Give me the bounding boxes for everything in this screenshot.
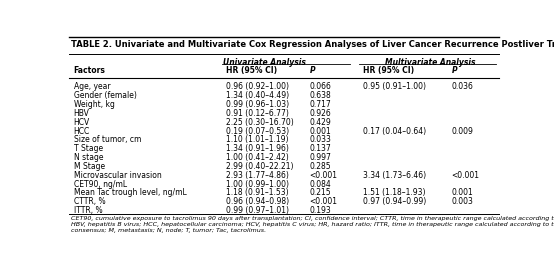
Text: CET90, ng/mL: CET90, ng/mL xyxy=(74,180,127,189)
Text: 0.066: 0.066 xyxy=(310,83,331,91)
Text: P: P xyxy=(310,66,315,75)
Text: 0.036: 0.036 xyxy=(452,83,473,91)
Text: 1.34 (0.91–1.96): 1.34 (0.91–1.96) xyxy=(226,144,289,153)
Text: <0.001: <0.001 xyxy=(452,171,479,180)
Text: 0.638: 0.638 xyxy=(310,91,331,100)
Text: 0.997: 0.997 xyxy=(310,153,331,162)
Text: 0.99 (0.97–1.01): 0.99 (0.97–1.01) xyxy=(226,206,289,215)
Text: Multivariate Analysis: Multivariate Analysis xyxy=(384,58,475,67)
Text: 0.001: 0.001 xyxy=(452,189,473,198)
Text: 2.99 (0.40–22.21): 2.99 (0.40–22.21) xyxy=(226,162,294,171)
Text: Factors: Factors xyxy=(74,66,105,75)
Text: P: P xyxy=(452,66,457,75)
Text: 0.137: 0.137 xyxy=(310,144,331,153)
Text: 1.00 (0.41–2.42): 1.00 (0.41–2.42) xyxy=(226,153,289,162)
Text: M Stage: M Stage xyxy=(74,162,105,171)
Text: Weight, kg: Weight, kg xyxy=(74,100,115,109)
Text: 0.084: 0.084 xyxy=(310,180,331,189)
Text: 0.193: 0.193 xyxy=(310,206,331,215)
Text: 0.001: 0.001 xyxy=(310,127,331,136)
Text: 0.926: 0.926 xyxy=(310,109,331,118)
Text: 1.51 (1.18–1.93): 1.51 (1.18–1.93) xyxy=(363,189,426,198)
Text: 0.91 (0.12–6.77): 0.91 (0.12–6.77) xyxy=(226,109,289,118)
Text: 0.717: 0.717 xyxy=(310,100,331,109)
Text: N stage: N stage xyxy=(74,153,103,162)
Text: Univariate Analysis: Univariate Analysis xyxy=(223,58,306,67)
Text: 0.009: 0.009 xyxy=(452,127,473,136)
Text: 0.97 (0.94–0.99): 0.97 (0.94–0.99) xyxy=(363,197,427,206)
Text: 2.25 (0.30–16.70): 2.25 (0.30–16.70) xyxy=(226,118,294,127)
Text: CET90, cumulative exposure to tacrolimus 90 days after transplantation; CI, conf: CET90, cumulative exposure to tacrolimus… xyxy=(71,216,554,233)
Text: Size of tumor, cm: Size of tumor, cm xyxy=(74,135,141,144)
Text: 1.18 (0.91–1.53): 1.18 (0.91–1.53) xyxy=(226,189,289,198)
Text: 2.93 (1.77–4.86): 2.93 (1.77–4.86) xyxy=(226,171,289,180)
Text: 1.00 (0.99–1.00): 1.00 (0.99–1.00) xyxy=(226,180,289,189)
Text: 0.003: 0.003 xyxy=(452,197,473,206)
Text: HR (95% CI): HR (95% CI) xyxy=(226,66,277,75)
Text: TABLE 2. Univariate and Multivariate Cox Regression Analyses of Liver Cancer Rec: TABLE 2. Univariate and Multivariate Cox… xyxy=(71,40,554,49)
Text: CTTR, %: CTTR, % xyxy=(74,197,105,206)
Text: 0.17 (0.04–0.64): 0.17 (0.04–0.64) xyxy=(363,127,427,136)
Text: HCV: HCV xyxy=(74,118,90,127)
Text: 3.34 (1.73–6.46): 3.34 (1.73–6.46) xyxy=(363,171,427,180)
Text: HCC: HCC xyxy=(74,127,90,136)
Text: <0.001: <0.001 xyxy=(310,197,338,206)
Text: 0.285: 0.285 xyxy=(310,162,331,171)
Text: 0.99 (0.96–1.03): 0.99 (0.96–1.03) xyxy=(226,100,289,109)
Text: 0.19 (0.07–0.53): 0.19 (0.07–0.53) xyxy=(226,127,289,136)
Text: ITTR, %: ITTR, % xyxy=(74,206,102,215)
Text: 1.10 (1.01–1.19): 1.10 (1.01–1.19) xyxy=(226,135,289,144)
Text: 1.34 (0.40–4.49): 1.34 (0.40–4.49) xyxy=(226,91,289,100)
Text: 0.96 (0.92–1.00): 0.96 (0.92–1.00) xyxy=(226,83,289,91)
Text: Age, year: Age, year xyxy=(74,83,110,91)
Text: HR (95% CI): HR (95% CI) xyxy=(363,66,414,75)
Text: T Stage: T Stage xyxy=(74,144,102,153)
Text: 0.215: 0.215 xyxy=(310,189,331,198)
Text: Gender (female): Gender (female) xyxy=(74,91,136,100)
Text: <0.001: <0.001 xyxy=(310,171,338,180)
Text: 0.96 (0.94–0.98): 0.96 (0.94–0.98) xyxy=(226,197,289,206)
Text: 0.95 (0.91–1.00): 0.95 (0.91–1.00) xyxy=(363,83,427,91)
Text: Microvascular invasion: Microvascular invasion xyxy=(74,171,161,180)
Text: 0.033: 0.033 xyxy=(310,135,331,144)
Text: HBV: HBV xyxy=(74,109,89,118)
Text: 0.429: 0.429 xyxy=(310,118,331,127)
Text: Mean Tac trough level, ng/mL: Mean Tac trough level, ng/mL xyxy=(74,189,186,198)
